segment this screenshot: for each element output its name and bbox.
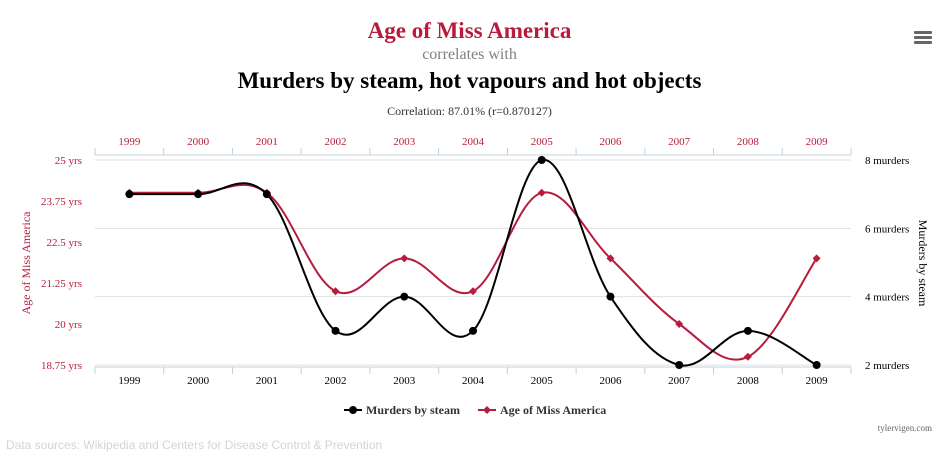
legend-marker-murders-by-steam [349,406,357,414]
y-right-tick-label: 2 murders [865,360,909,372]
x-tick-label-bottom: 2006 [599,375,622,387]
x-tick-label-bottom: 2002 [325,375,347,387]
credit-text[interactable]: tylervigen.com [877,423,932,433]
data-sources: Data sources: Wikipedia and Centers for … [6,438,383,452]
y-left-tick-label: 21.25 yrs [41,278,82,290]
chart-title-secondary: Murders by steam, hot vapours and hot ob… [237,68,702,93]
data-point-murders-by-steam [606,292,615,301]
x-tick-label-top: 2009 [806,136,829,148]
x-tick-label-top: 2000 [187,136,210,148]
x-tick-label-bottom: 2003 [393,375,416,387]
data-point-murders-by-steam [400,292,409,301]
data-point-murders-by-steam [262,190,271,199]
data-point-murders-by-steam [194,190,203,199]
x-tick-label-bottom: 2004 [462,375,485,387]
x-tick-label-top: 1999 [118,136,141,148]
x-tick-label-bottom: 2009 [806,375,829,387]
legend-marker-age-of-miss-america [483,406,491,414]
chart-title-primary: Age of Miss America [367,18,572,43]
x-tick-label-top: 2007 [668,136,691,148]
data-point-murders-by-steam [125,190,134,199]
data-point-age-of-miss-america [812,254,821,263]
x-tick-label-bottom: 2005 [531,375,554,387]
data-point-murders-by-steam [469,326,477,335]
y-right-axis-title: Murders by steam [916,220,930,307]
x-tick-label-bottom: 2000 [187,375,210,387]
y-right-tick-label: 8 murders [865,155,909,167]
x-tick-label-bottom: 1999 [118,375,141,387]
legend-label-age-of-miss-america: Age of Miss America [500,403,606,417]
y-right-tick-label: 4 murders [865,292,909,304]
y-left-tick-label: 22.5 yrs [47,237,82,249]
data-point-age-of-miss-america [675,320,684,328]
x-tick-label-top: 2006 [599,136,622,148]
correlates-text: correlates with [422,46,517,63]
y-right-tick-label: 6 murders [865,223,909,235]
data-point-age-of-miss-america [743,352,752,361]
x-tick-label-bottom: 2007 [668,375,691,387]
x-tick-label-top: 2002 [325,136,347,148]
data-point-age-of-miss-america [331,287,340,296]
hamburger-menu-icon[interactable] [914,31,932,45]
data-point-murders-by-steam [331,326,340,335]
data-point-murders-by-steam [743,326,752,335]
data-point-murders-by-steam [675,361,684,369]
x-tick-label-bottom: 2008 [737,375,760,387]
legend-label-murders-by-steam: Murders by steam [366,403,460,417]
x-tick-label-bottom: 2001 [256,375,278,387]
data-point-murders-by-steam [812,361,821,369]
y-left-axis-title: Age of Miss America [19,211,33,315]
x-tick-label-top: 2004 [462,136,485,148]
y-left-tick-label: 23.75 yrs [41,196,82,208]
data-point-murders-by-steam [537,156,546,164]
correlation-subtitle: Correlation: 87.01% (r=0.870127) [387,104,552,118]
x-tick-label-top: 2008 [737,136,760,148]
data-point-age-of-miss-america [469,287,477,296]
y-left-tick-label: 20 yrs [55,319,82,331]
data-point-age-of-miss-america [400,254,409,263]
x-tick-label-top: 2003 [393,136,416,148]
y-left-tick-label: 18.75 yrs [41,360,82,372]
x-tick-label-top: 2005 [531,136,554,148]
x-tick-label-top: 2001 [256,136,278,148]
data-point-age-of-miss-america [606,254,615,263]
data-point-age-of-miss-america [537,188,546,197]
y-left-tick-label: 25 yrs [55,155,82,167]
